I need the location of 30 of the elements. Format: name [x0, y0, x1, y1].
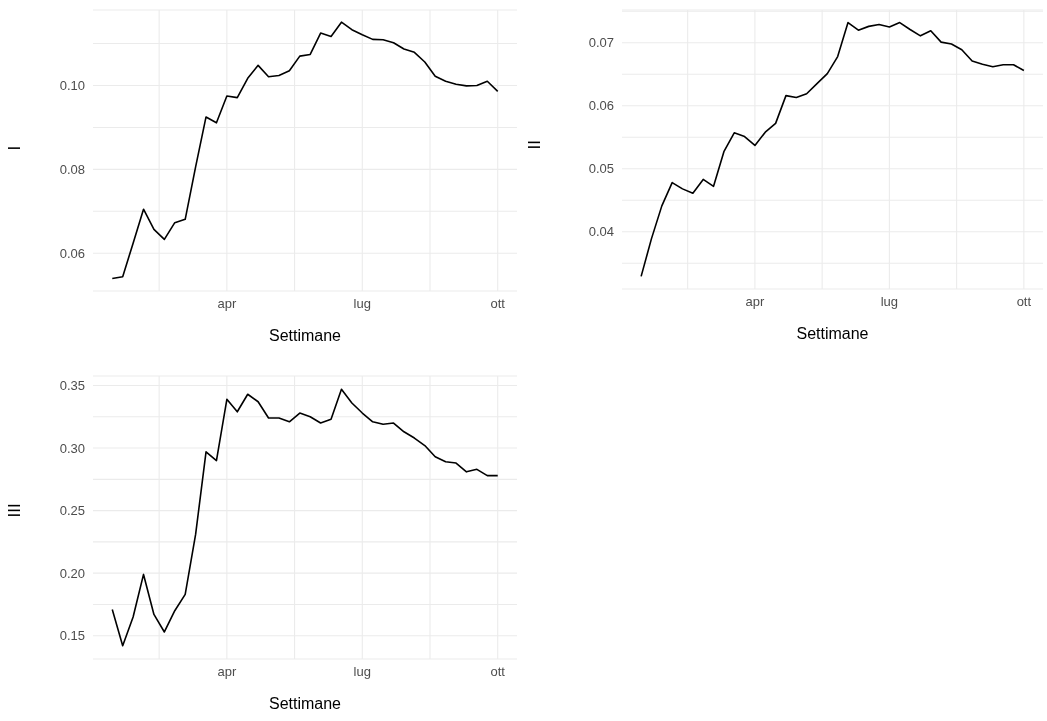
y-tick-label: 0.04 [588, 224, 614, 240]
y-tick-label: 0.10 [59, 78, 85, 94]
x-tick-label: lug [880, 294, 899, 310]
line-series [111, 21, 499, 280]
x-tick-label: apr [745, 294, 765, 310]
y-tick-label: 0.30 [59, 440, 85, 456]
x-tick-label: lug [353, 296, 371, 312]
y-tick-label: 0.35 [59, 378, 85, 394]
y-axis-title: I [5, 145, 25, 151]
y-tick-label: 0.08 [59, 161, 85, 177]
y-tick-label: 0.25 [59, 503, 85, 519]
x-axis-title: Settimane [796, 325, 869, 342]
y-tick-label: 0.15 [59, 628, 85, 644]
y-tick-label: 0.06 [588, 98, 614, 114]
x-tick-label: ott [1016, 294, 1032, 310]
line-series [640, 21, 1025, 278]
y-axis-title: III [5, 503, 25, 518]
x-tick-label: apr [217, 296, 237, 312]
y-tick-label: 0.20 [59, 565, 85, 581]
y-tick-label: 0.05 [588, 161, 614, 177]
y-tick-label: 0.06 [59, 245, 85, 261]
x-tick-label: ott [490, 664, 506, 680]
y-tick-label: 0.07 [588, 35, 614, 51]
x-tick-label: apr [217, 664, 237, 680]
x-axis-title: Settimane [268, 695, 342, 712]
y-axis-title: II [525, 140, 545, 150]
line-series [111, 388, 499, 647]
x-tick-label: ott [490, 296, 506, 312]
x-axis-title: Settimane [268, 327, 342, 344]
x-tick-label: lug [353, 664, 371, 680]
